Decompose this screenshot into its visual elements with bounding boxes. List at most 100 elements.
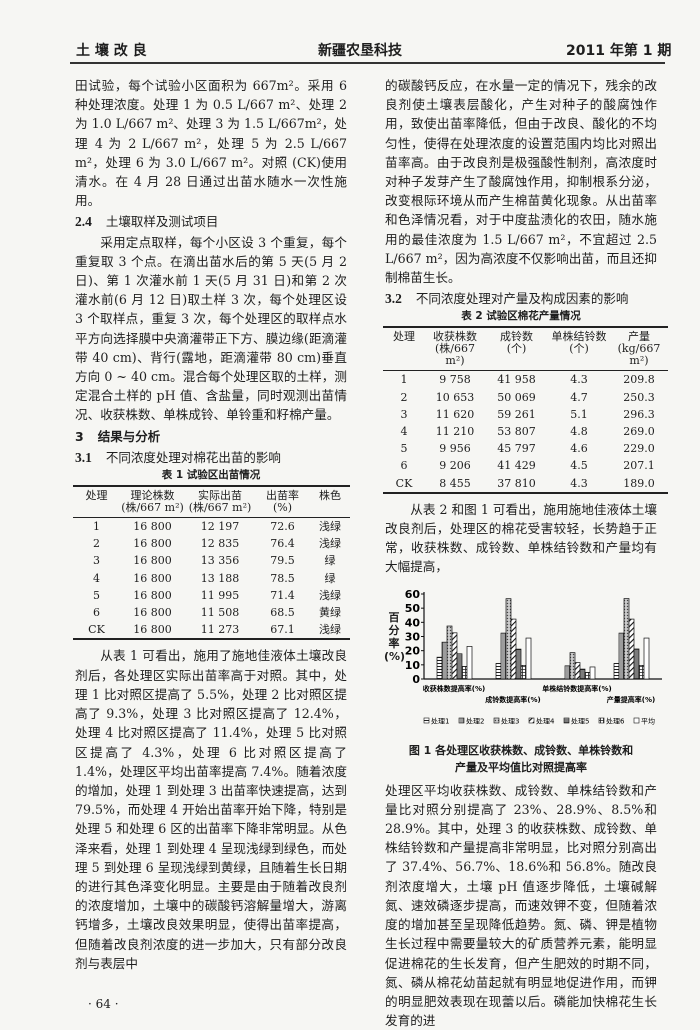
column-header-label: 单株结铃数 [551,330,607,344]
table-cell: 296.3 [623,407,655,421]
y-axis-label: 百分率(%) [384,610,406,663]
column-header-unit: (个) [569,342,589,356]
column-header-label: 理论株数 [130,489,175,503]
table-cell: 250.3 [623,390,655,404]
column-header-unit: (个) [506,342,527,356]
legend-label: 处理6 [606,716,625,725]
bar-处理1 [495,662,502,680]
table-row: 4 11 210 53 807 4.8 269.0 [383,423,668,440]
table-cell: 4.3 [548,474,610,494]
y-tick-label: 20 [405,644,421,657]
column-header-label: 处理 [85,489,108,503]
column-header: 出苗率 (%) [255,485,310,519]
table-cell: CK [73,621,120,641]
table-cell: 41 429 [497,459,536,473]
table-cell: 269.0 [623,425,655,439]
bar-处理2 [500,632,507,680]
table-cell: CK [383,474,425,494]
category-label: 收获株数提高率(%) [423,684,485,693]
table-cell: 71.4 [270,588,295,602]
section-heading-3-1: 3.1 不同浓度处理对棉花出苗的影响 [75,448,347,467]
section-title: 土 壤 改 良 [76,43,147,59]
table-cell: 黄绿 [319,606,341,620]
table-cell: 11 273 [185,621,255,641]
y-tick-label: 60 [405,588,421,601]
table-row: 1 16 800 12 197 72.6 浅绿 [73,518,350,536]
table-cell: 16 800 [120,621,185,641]
table-cell: 13 188 [200,571,240,585]
bar-处理5 [515,648,522,680]
table-cell: 2 [400,390,408,404]
table-cell: 16 800 [133,606,172,620]
bar-处理6 [638,664,645,680]
table-cell: 59 261 [497,407,536,421]
table-row: 3 16 800 13 356 79.5 绿 [73,552,350,569]
legend-label: 处理2 [466,716,484,725]
table-cell: 5.1 [570,407,588,421]
column-header-unit: (株/667 m²) [121,501,184,515]
section-number: 3.1 [75,449,92,465]
figure1-caption-line2: 产量及平均值比对照提高率 [455,760,587,774]
column-header: 成铃数 (个) [485,326,548,372]
table-cell: 9 956 [439,442,471,456]
table-cell: 4.3 [570,373,588,387]
category-label: 产量提高率(%) [607,695,655,704]
y-tick-label: 0 [412,673,420,686]
bar-处理1 [436,656,443,680]
table-cell: 11 508 [200,606,240,620]
table-cell: 3 [400,407,408,421]
table-row: 5 16 800 11 995 71.4 浅绿 [73,587,350,604]
table-cell: 76.4 [270,537,295,551]
right-column: 的碳酸钙反应，在水量一定的情况下，残余的改良剂使土壤表层酸化，产生对种子的酸腐蚀… [383,76,668,1030]
table-cell: 浅绿 [319,588,341,602]
table-cell: 12 197 [200,520,240,534]
column-header: 处理 [383,326,425,372]
table2-caption: 表 2 试验区棉花产量情况 [461,310,581,323]
section-number: 3 [75,428,84,444]
legend-swatch [423,717,430,723]
table-cell: 5 [93,588,100,602]
issue-label: 2011 年第 1 期 [566,43,672,59]
table-cell: 16 800 [133,537,172,551]
table-cell: 4.8 [570,425,588,439]
bar-处理5 [456,653,463,680]
table-row: 4 16 800 13 188 78.5 绿 [73,570,350,587]
table-cell: 12 835 [200,537,240,551]
section-title: 土壤取样及测试项目 [105,214,219,230]
table-cell: 67.1 [255,621,310,641]
y-tick-label: 30 [405,630,421,643]
section-title: 不同浓度处理对产量及构成因素的影响 [415,291,629,307]
category-label: 单株结铃数提高率(%) [542,684,611,693]
y-tick-label: 40 [405,616,421,629]
section-number: 2.4 [75,214,92,230]
bar-处理5 [579,668,586,680]
table-cell: 68.5 [270,606,295,620]
column-header: 处理 [73,485,120,519]
bar-平均 [466,645,473,680]
table-cell: 11 995 [200,588,240,602]
bar-平均 [643,637,650,680]
column-header: 理论株数 (株/667 m²) [120,485,185,519]
legend-swatch [563,717,570,723]
table-cell: 绿 [324,571,336,585]
table-cell: 浅绿 [319,537,341,551]
table-cell: 209.8 [623,373,655,387]
paragraph: 处理区平均收获株数、成铃数、单株结铃数和产量比对照分别提高了 23%、28.9%… [385,782,657,1029]
column-header-unit: (株/667 m²) [188,501,252,515]
legend-label: 处理1 [431,716,449,725]
y-tick-label: 10 [405,659,421,672]
column-header-unit: (kg/667 m²) [617,342,661,368]
bar-处理3 [446,625,453,680]
legend-swatch [633,717,640,723]
table-row: 5 9 956 45 797 4.6 229.0 [383,440,668,457]
column-header: 实际出苗 (株/667 m²) [185,485,255,519]
table-cell: 9 206 [439,459,471,473]
header-rule [70,62,665,64]
table-cell: 79.5 [270,554,295,568]
bar-处理3 [623,597,630,680]
bar-处理2 [618,632,625,680]
section-heading-2-4: 2.4 土壤取样及测试项目 [75,212,347,231]
legend-swatch [458,717,465,723]
bar-处理6 [584,671,591,680]
legend-label: 处理5 [571,716,589,725]
